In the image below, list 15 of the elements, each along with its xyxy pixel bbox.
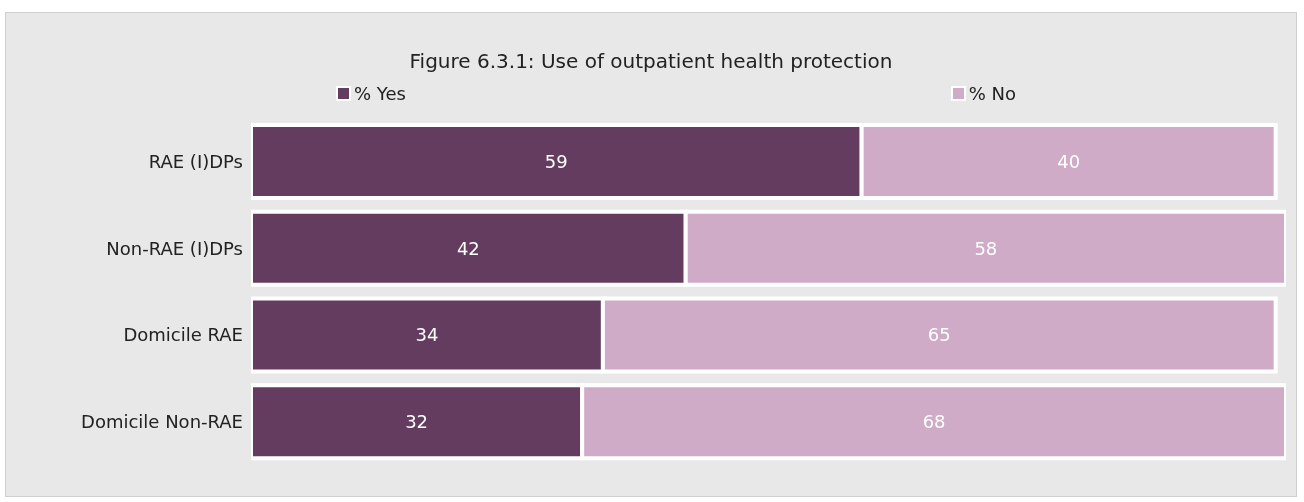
data-label: 68 <box>922 411 946 433</box>
legend-label: % Yes <box>353 83 406 104</box>
data-label: 58 <box>974 237 998 259</box>
data-label: 34 <box>415 324 439 346</box>
y-tick-label: Domicile Non-RAE <box>81 411 243 433</box>
data-label: 40 <box>1057 150 1081 172</box>
legend-label: % No <box>967 83 1016 104</box>
chart-title: Figure 6.3.1: Use of outpatient health protection <box>408 49 894 73</box>
y-tick-label: RAE (I)DPs <box>148 150 243 172</box>
data-label: 65 <box>927 324 951 346</box>
data-label: 42 <box>456 237 480 259</box>
y-tick-label: Non-RAE (I)DPs <box>106 237 243 259</box>
data-label: 32 <box>405 411 429 433</box>
y-tick-label: Domicile RAE <box>123 324 243 346</box>
data-label: 59 <box>544 150 568 172</box>
